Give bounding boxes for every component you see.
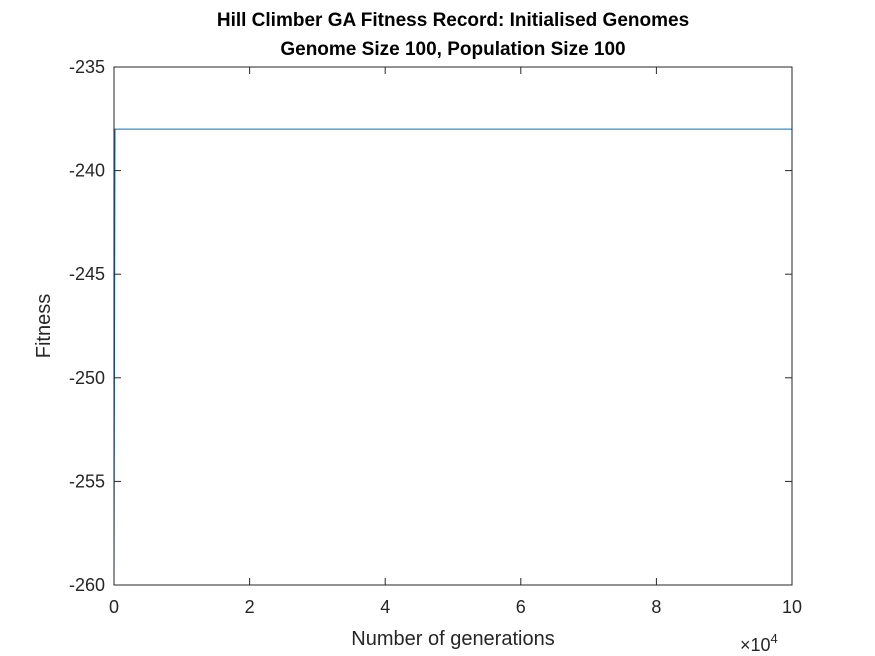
y-tick-label: -250 [69,368,105,388]
x-tick-label: 8 [651,597,661,617]
y-axis-ticks: -260 -255 -250 -245 -240 -235 [69,57,792,595]
y-axis-label: Fitness [33,294,55,358]
x-tick-label: 0 [109,597,119,617]
x-exponent-label: ×104 [740,631,778,655]
y-tick-label: -235 [69,57,105,77]
svg-text:×104: ×104 [740,631,778,655]
exponent-times-sign: × [740,635,751,655]
y-tick-label: -240 [69,161,105,181]
exponent-base: 10 [751,635,771,655]
chart-subtitle: Genome Size 100, Population Size 100 [280,39,625,60]
plot-area [114,67,792,585]
x-axis-ticks: 0 2 4 6 8 10 [109,67,802,617]
x-tick-label: 2 [245,597,255,617]
exponent-power: 4 [771,631,778,646]
x-axis-label: Number of generations [351,628,554,650]
y-tick-label: -260 [69,575,105,595]
chart-title: Hill Climber GA Fitness Record: Initiali… [217,10,689,31]
y-tick-label: -255 [69,471,105,491]
x-tick-label: 10 [782,597,802,617]
y-tick-label: -245 [69,264,105,284]
x-tick-label: 6 [516,597,526,617]
plot-frame [113,66,793,586]
x-tick-label: 4 [380,597,390,617]
